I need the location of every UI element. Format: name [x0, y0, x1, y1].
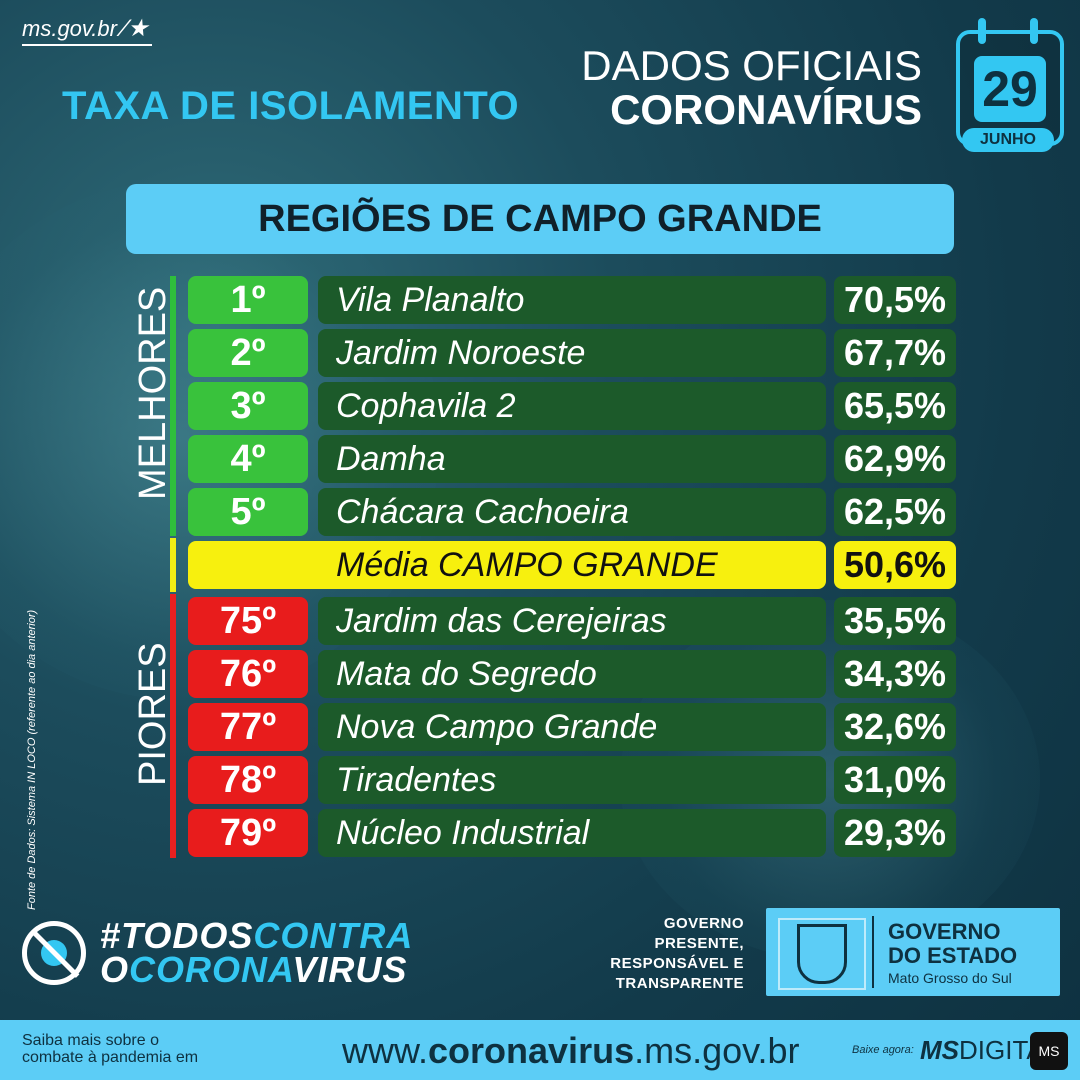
region-name: Tiradentes [318, 756, 826, 804]
isolation-value: 70,5% [834, 276, 956, 324]
rank-badge: 3º [188, 382, 308, 430]
star-slash-icon: ⁄★ [122, 15, 149, 42]
app-icon[interactable]: MS [1030, 1032, 1068, 1070]
url-part: coronavirus [428, 1030, 635, 1071]
rank-badge: 4º [188, 435, 308, 483]
rank-badge: 79º [188, 809, 308, 857]
gov-subtitle: Mato Grosso do Sul [888, 970, 1012, 986]
crest-shield [797, 924, 847, 984]
site-url: ms.gov.br [22, 15, 117, 41]
strike-line [30, 929, 80, 978]
footer-info: Saiba mais sobre o combate à pandemia em [22, 1032, 198, 1066]
isolation-value: 29,3% [834, 809, 956, 857]
app-name-part: MS [920, 1035, 959, 1065]
site-tag[interactable]: ms.gov.br ⁄★ [22, 14, 152, 46]
table-row: 2º Jardim Noroeste 67,7% [188, 329, 956, 377]
download-label: Baixe agora: [852, 1044, 914, 1056]
hashtag-line2: OCORONAVIRUS [100, 952, 413, 988]
average-value: 50,6% [834, 541, 956, 589]
isolation-value: 67,7% [834, 329, 956, 377]
best-indicator-bar [170, 276, 176, 536]
rank-badge: 5º [188, 488, 308, 536]
crest-icon [778, 918, 866, 990]
region-name: Jardim Noroeste [318, 329, 826, 377]
government-claim: GOVERNO PRESENTE, RESPONSÁVEL E TRANSPAR… [594, 914, 744, 994]
worst-indicator-bar [170, 594, 176, 858]
average-label: Média CAMPO GRANDE [188, 541, 826, 589]
gov-title-line: GOVERNO [888, 919, 1001, 944]
isolation-value: 31,0% [834, 756, 956, 804]
region-name: Mata do Segredo [318, 650, 826, 698]
rank-badge: 1º [188, 276, 308, 324]
isolation-value: 34,3% [834, 650, 956, 698]
isolation-value: 62,5% [834, 488, 956, 536]
table-row: 1º Vila Planalto 70,5% [188, 276, 956, 324]
site-underline [22, 44, 152, 46]
best-label: MELHORES [132, 286, 174, 500]
table-row: 3º Cophavila 2 65,5% [188, 382, 956, 430]
government-logo: GOVERNO DO ESTADO Mato Grosso do Sul [766, 908, 1060, 996]
calendar-day: 29 [974, 56, 1046, 122]
gov-title: GOVERNO DO ESTADO [888, 920, 1017, 968]
hashtag-line1: #TODOSCONTRA [100, 918, 413, 954]
header-line1: DADOS OFICIAIS [581, 42, 922, 89]
rank-badge: 76º [188, 650, 308, 698]
region-name: Núcleo Industrial [318, 809, 826, 857]
url-part: .ms.gov.br [634, 1030, 800, 1071]
worst-label: PIORES [132, 642, 174, 786]
page-title: TAXA DE ISOLAMENTO [62, 84, 520, 128]
region-name: Nova Campo Grande [318, 703, 826, 751]
table-row: 5º Chácara Cachoeira 62,5% [188, 488, 956, 536]
hashtag-part: #TODOS [100, 915, 254, 956]
table-row: 79º Núcleo Industrial 29,3% [188, 809, 956, 857]
header-title: DADOS OFICIAIS CORONAVÍRUS [581, 44, 922, 132]
table-row: 78º Tiradentes 31,0% [188, 756, 956, 804]
region-name: Vila Planalto [318, 276, 826, 324]
region-name: Jardim das Cerejeiras [318, 597, 826, 645]
region-name: Cophavila 2 [318, 382, 826, 430]
claim-line: PRESENTE, [654, 935, 744, 952]
region-name: Chácara Cachoeira [318, 488, 826, 536]
rank-badge: 77º [188, 703, 308, 751]
calendar-ring [978, 18, 986, 44]
isolation-value: 65,5% [834, 382, 956, 430]
table-row: 75º Jardim das Cerejeiras 35,5% [188, 597, 956, 645]
isolation-value: 62,9% [834, 435, 956, 483]
table-row: 76º Mata do Segredo 34,3% [188, 650, 956, 698]
hashtag-part: CORONA [129, 949, 293, 990]
footer: Saiba mais sobre o combate à pandemia em… [0, 1020, 1080, 1080]
campaign-hashtag: #TODOSCONTRA OCORONAVIRUS [100, 918, 413, 988]
footer-info-line: combate à pandemia em [22, 1049, 199, 1066]
rank-badge: 2º [188, 329, 308, 377]
gov-title-line: DO ESTADO [888, 943, 1018, 968]
source-note: Fonte de Dados: Sistema IN LOCO (referen… [26, 609, 38, 910]
table-row: 77º Nova Campo Grande 32,6% [188, 703, 956, 751]
claim-line: GOVERNO [663, 915, 744, 932]
average-row: Média CAMPO GRANDE 50,6% [188, 541, 956, 589]
hashtag-part: VIRUS [292, 949, 408, 990]
table-title: REGIÕES DE CAMPO GRANDE [126, 184, 954, 254]
footer-url-link[interactable]: www.coronavirus.ms.gov.br [342, 1030, 799, 1072]
table-row: 4º Damha 62,9% [188, 435, 956, 483]
calendar-month: JUNHO [962, 128, 1054, 152]
header-line2: CORONAVÍRUS [610, 86, 922, 133]
claim-line: RESPONSÁVEL E [610, 955, 744, 972]
claim-line: TRANSPARENTE [615, 975, 744, 992]
isolation-value: 35,5% [834, 597, 956, 645]
hashtag-part: CONTRA [253, 915, 414, 956]
rank-badge: 78º [188, 756, 308, 804]
calendar-icon: 29 JUNHO [956, 18, 1064, 152]
logo-divider [872, 916, 874, 988]
footer-info-line: Saiba mais sobre o [22, 1032, 159, 1049]
isolation-value: 32,6% [834, 703, 956, 751]
region-name: Damha [318, 435, 826, 483]
url-part: www. [342, 1030, 429, 1071]
hashtag-part: O [100, 949, 130, 990]
rank-badge: 75º [188, 597, 308, 645]
no-virus-icon [22, 921, 86, 985]
campaign-logo: #TODOSCONTRA OCORONAVIRUS [22, 918, 413, 988]
average-indicator-bar [170, 538, 176, 592]
calendar-ring [1030, 18, 1038, 44]
